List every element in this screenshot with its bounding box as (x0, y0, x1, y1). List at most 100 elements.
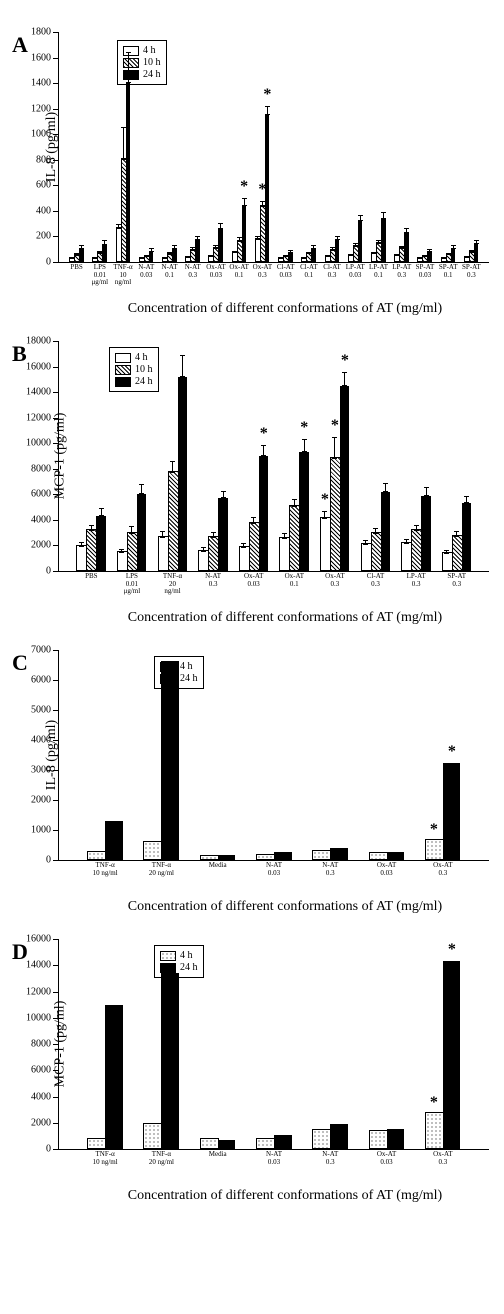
bar (427, 252, 432, 262)
x-tick-label: Ox-AT0.03 (206, 264, 225, 279)
x-tick-label: Ox-AT0.3 (433, 1151, 452, 1166)
x-tick-label: Ox-AT0.3 (325, 573, 344, 588)
x-tick-label: N-AT0.3 (322, 862, 338, 877)
error-bar (416, 525, 417, 531)
error-bar (290, 250, 291, 253)
y-tick-label: 8000 (31, 1039, 59, 1050)
error-bar (406, 228, 407, 233)
x-tick-label: TNF-α20ng/ml (163, 573, 182, 596)
error-bar (401, 246, 402, 250)
error-bar (355, 243, 356, 247)
legend-item: 10 h (123, 57, 161, 68)
error-bar (419, 258, 420, 259)
legend-label: 4 h (180, 661, 193, 672)
y-tick-label: 1000 (31, 825, 59, 836)
bar (172, 249, 177, 262)
y-tick-label: 3000 (31, 765, 59, 776)
bar (443, 763, 461, 861)
significance-star: * (300, 419, 308, 437)
figure-root: A IL-8 (pg/ml)020040060080010001200140016… (8, 32, 504, 1204)
error-bar (118, 224, 119, 229)
x-tick-label: N-AT0.03 (138, 264, 154, 279)
y-tick-label: 2000 (31, 795, 59, 806)
bar (381, 492, 391, 571)
bar (358, 221, 363, 262)
error-bar (396, 254, 397, 256)
error-bar (162, 531, 163, 537)
significance-star: * (321, 491, 329, 509)
legend-item: 4 h (115, 352, 153, 363)
error-bar (385, 483, 386, 492)
x-tick-label: LP-AT0.03 (346, 264, 365, 279)
panel-A: A IL-8 (pg/ml)020040060080010001200140016… (8, 32, 504, 317)
x-tick-label: PBS (70, 264, 82, 272)
error-bar (215, 245, 216, 249)
plot-area: MCP-1 (pg/ml)020004000600080001000012000… (58, 939, 489, 1150)
y-tick-label: 0 (46, 855, 59, 866)
bar (178, 377, 188, 571)
error-bar (94, 258, 95, 259)
bar (451, 249, 456, 262)
y-tick-label: 16000 (26, 934, 59, 945)
error-bar (378, 240, 379, 244)
y-tick-label: 4000 (31, 514, 59, 525)
error-bar (192, 247, 193, 250)
error-bar (280, 258, 281, 259)
legend-swatch (123, 70, 139, 80)
bar (299, 452, 309, 571)
legend-label: 10 h (135, 364, 153, 375)
legend-label: 4 h (180, 950, 193, 961)
bar (200, 855, 220, 860)
error-bar (81, 542, 82, 547)
legend-swatch (115, 377, 131, 387)
y-tick-label: 18000 (26, 336, 59, 347)
bar (256, 1138, 276, 1149)
x-tick-label: LPS0.01μg/ml (92, 264, 109, 287)
error-bar (303, 258, 304, 259)
error-bar (99, 251, 100, 254)
legend-swatch (123, 58, 139, 68)
error-bar (243, 543, 244, 548)
legend-item: 4 h (123, 45, 161, 56)
error-bar (121, 549, 122, 553)
significance-star: * (430, 821, 438, 839)
x-tick-label: SP-AT0.3 (462, 264, 481, 279)
error-bar (334, 437, 335, 459)
error-bar (313, 245, 314, 249)
bar (340, 386, 350, 571)
bar (218, 498, 228, 571)
error-bar (197, 236, 198, 240)
y-tick-label: 1600 (31, 52, 59, 63)
error-bar (350, 254, 351, 256)
error-bar (466, 496, 467, 504)
x-tick-label: SP-AT0.3 (447, 573, 466, 588)
y-tick-label: 12000 (26, 986, 59, 997)
bar (462, 503, 472, 571)
bar (404, 233, 409, 262)
legend: 4 h10 h24 h (109, 347, 159, 392)
error-bar (456, 531, 457, 537)
error-bar (304, 439, 305, 452)
legend-swatch (115, 353, 131, 363)
panel-label: A (12, 32, 28, 58)
y-tick-label: 8000 (31, 463, 59, 474)
error-bar (169, 252, 170, 255)
error-bar (267, 106, 268, 115)
bar (87, 1138, 107, 1149)
error-bar (104, 240, 105, 245)
error-bar (284, 533, 285, 539)
x-tick-label: N-AT0.3 (205, 573, 221, 588)
bar (218, 229, 223, 262)
y-axis-label: IL-8 (pg/ml) (44, 720, 60, 790)
y-tick-label: 0 (46, 566, 59, 577)
panel-label: C (12, 650, 28, 676)
x-tick-label: TNF-α10 ng/ml (93, 862, 118, 877)
error-bar (174, 245, 175, 249)
legend: 4 h10 h24 h (117, 40, 167, 85)
bar (102, 245, 107, 262)
error-bar (365, 540, 366, 545)
error-bar (71, 258, 72, 259)
plot-area: IL-8 (pg/ml)0200400600800100012001400160… (58, 32, 489, 263)
error-bar (76, 253, 77, 256)
error-bar (429, 249, 430, 252)
